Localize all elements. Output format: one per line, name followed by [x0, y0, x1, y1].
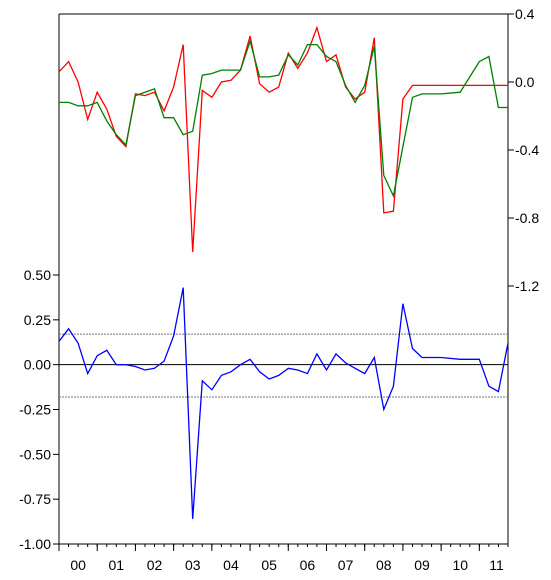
- right-tick-label: -1.2: [515, 278, 539, 294]
- left-tick-label: -0.75: [19, 491, 51, 507]
- left-tick-label: 0.00: [24, 357, 51, 373]
- x-tick-label: 09: [414, 557, 430, 573]
- x-tick-label: 06: [300, 557, 316, 573]
- left-tick-label: 0.50: [24, 267, 51, 283]
- tick-labels: 00 01 02 03 04 05 06 07 08 09 10 11 0.4 0.0 -0.4 -0.8 -1…: [19, 6, 539, 573]
- left-tick-label: -1.00: [19, 536, 51, 552]
- series-group: [58, 25, 509, 519]
- x-tick-label: 04: [223, 557, 239, 573]
- x-tick-label: 02: [147, 557, 163, 573]
- axes: [53, 13, 514, 551]
- series-line-3: [58, 287, 509, 519]
- left-tick-label: 0.25: [24, 312, 51, 328]
- x-tick-label: 10: [452, 557, 468, 573]
- right-tick-label: 0.4: [515, 6, 535, 22]
- left-tick-label: -0.25: [19, 402, 51, 418]
- right-tick-label: -0.4: [515, 142, 539, 158]
- reference-lines: [59, 333, 508, 398]
- left-tick-label: -0.50: [19, 446, 51, 462]
- x-tick-label: 01: [109, 557, 125, 573]
- x-tick-label: 05: [261, 557, 277, 573]
- x-tick-label: 03: [185, 557, 201, 573]
- right-tick-label: -0.8: [515, 210, 539, 226]
- x-tick-label: 11: [489, 557, 504, 573]
- x-tick-label: 08: [376, 557, 392, 573]
- x-tick-label: 07: [338, 557, 354, 573]
- right-tick-label: 0.0: [515, 74, 535, 90]
- x-tick-label: 00: [70, 557, 86, 573]
- series-line-2: [59, 38, 508, 198]
